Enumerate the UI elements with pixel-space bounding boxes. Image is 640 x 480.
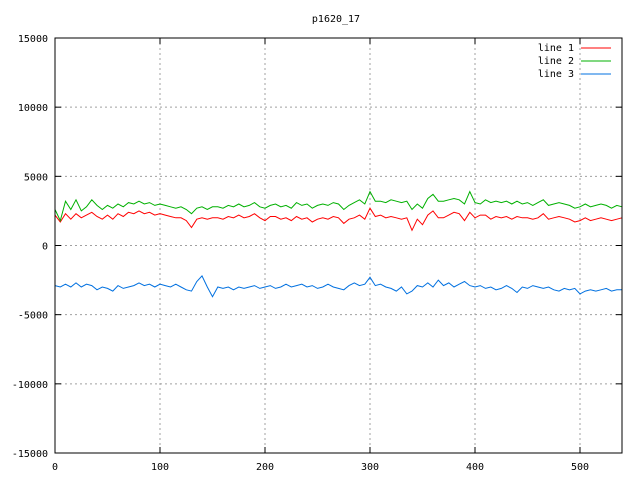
legend: line 1 line 2 line 3 xyxy=(538,43,611,80)
y-tick-label: 5000 xyxy=(24,172,48,183)
x-tick-label: 100 xyxy=(151,462,169,473)
y-tick-label: -10000 xyxy=(12,380,48,391)
series-line-2 xyxy=(54,190,623,223)
y-tick-label: 10000 xyxy=(18,103,48,114)
x-tick-label: 300 xyxy=(361,462,379,473)
legend-label: line 1 xyxy=(538,43,574,54)
x-tick-label: 500 xyxy=(571,462,589,473)
y-tick-label: 0 xyxy=(42,242,48,253)
series-line-3 xyxy=(54,275,622,298)
grid-lines xyxy=(55,38,622,453)
series-line-1 xyxy=(54,207,623,232)
y-tick-label: 15000 xyxy=(18,34,48,45)
series-group xyxy=(54,190,623,298)
x-tick-label: 200 xyxy=(256,462,274,473)
y-tick-label: -15000 xyxy=(12,449,48,460)
x-tick-label: 400 xyxy=(466,462,484,473)
y-tick-label: -5000 xyxy=(18,311,48,322)
chart-title: p1620_17 xyxy=(312,14,360,25)
plot-frame xyxy=(54,37,623,454)
legend-label: line 2 xyxy=(538,56,574,67)
legend-label: line 3 xyxy=(538,69,574,80)
x-tick-label: 0 xyxy=(52,462,58,473)
